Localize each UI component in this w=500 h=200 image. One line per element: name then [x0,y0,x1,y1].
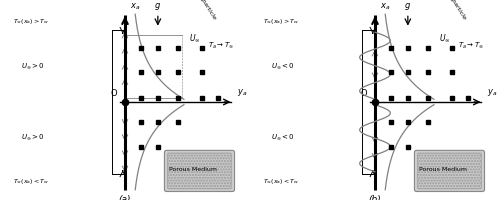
Text: $U_{\infty}$: $U_{\infty}$ [438,33,450,44]
Text: $T_{\infty}(x_a) > T_w$: $T_{\infty}(x_a) > T_w$ [264,17,300,26]
Text: $x_a$: $x_a$ [130,2,141,12]
Text: O: O [110,89,117,98]
Text: $g$: $g$ [154,1,162,12]
Text: $U_{\infty}$: $U_{\infty}$ [185,158,196,170]
Text: (b): (b) [368,195,382,200]
Text: $T_{\infty}(x_a) < T_w$: $T_{\infty}(x_a) < T_w$ [264,177,300,186]
Text: Clay Nanoparticle: Clay Nanoparticle [182,0,216,21]
Text: $U_{\infty} < 0$: $U_{\infty} < 0$ [271,133,295,142]
Text: Clay Nanoparticle: Clay Nanoparticle [432,0,466,21]
FancyBboxPatch shape [418,153,481,189]
FancyBboxPatch shape [414,150,484,192]
Text: Porous Medium: Porous Medium [169,167,217,172]
Text: $T_{\infty}(x_a) < T_w$: $T_{\infty}(x_a) < T_w$ [14,177,50,186]
Text: $y_a$: $y_a$ [236,87,247,98]
FancyBboxPatch shape [168,153,231,189]
Text: $T_a \rightarrow T_\infty$: $T_a \rightarrow T_\infty$ [208,41,234,51]
Text: $T_{\infty}(x_a) > T_w$: $T_{\infty}(x_a) > T_w$ [14,17,50,26]
Text: $U_{\infty}$: $U_{\infty}$ [188,33,200,44]
Text: $g$: $g$ [404,1,411,12]
Text: $U_{\infty} > 0$: $U_{\infty} > 0$ [21,133,45,142]
Text: $U_{\infty} < 0$: $U_{\infty} < 0$ [271,61,295,71]
Text: $U_{\infty} > 0$: $U_{\infty} > 0$ [21,61,45,71]
Text: Porous Medium: Porous Medium [419,167,467,172]
Text: $U_{\infty}$: $U_{\infty}$ [435,158,446,170]
Text: $x_a$: $x_a$ [380,2,391,12]
Text: $T_a \rightarrow T_\infty$: $T_a \rightarrow T_\infty$ [458,41,484,51]
FancyBboxPatch shape [164,150,234,192]
Text: (a): (a) [119,195,131,200]
Text: $y_a$: $y_a$ [486,87,497,98]
Text: O: O [360,89,368,98]
